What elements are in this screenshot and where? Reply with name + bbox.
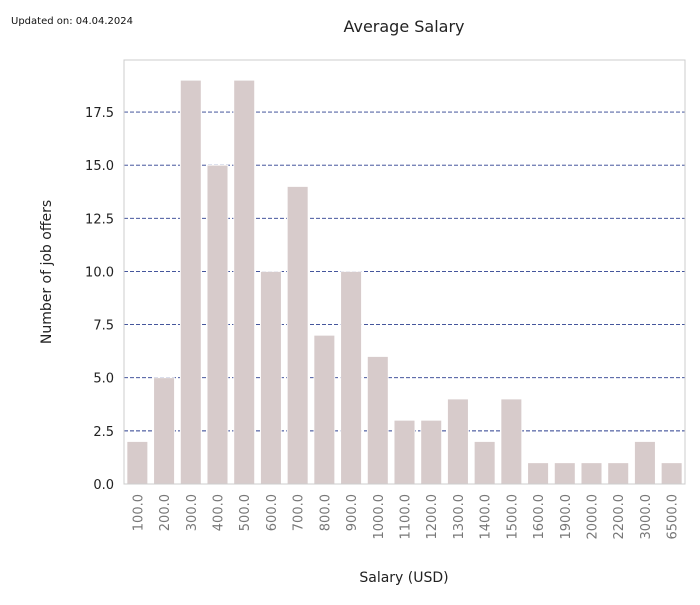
x-tick-label: 1500.0 (505, 494, 520, 540)
bar (260, 271, 282, 485)
x-tick-label: 1400.0 (479, 494, 494, 540)
x-tick-label: 3000.0 (639, 494, 654, 540)
y-tick-label: 7.5 (93, 319, 114, 334)
x-axis-label: Salary (USD) (359, 570, 448, 586)
x-tick-label: 500.0 (238, 494, 253, 531)
y-axis-ticks: 0.0 2.5 5.0 7.5 10.0 12.5 15.0 17.5 (85, 106, 114, 493)
x-tick-label: 2000.0 (586, 494, 601, 540)
y-tick-label: 15.0 (85, 159, 114, 174)
x-tick-label: 400.0 (212, 494, 227, 531)
bar (153, 377, 175, 485)
bar (340, 271, 362, 485)
bar (206, 164, 229, 485)
x-tick-label: 300.0 (185, 494, 200, 531)
x-tick-label: 800.0 (318, 494, 333, 531)
x-tick-label: 2200.0 (612, 494, 627, 540)
bar (233, 79, 256, 485)
bar (473, 441, 496, 485)
bar (447, 398, 469, 485)
x-tick-label: 1000.0 (372, 494, 387, 540)
x-tick-label: 1100.0 (399, 494, 414, 540)
bar (660, 462, 683, 485)
x-axis-ticks: 100.0 200.0 300.0 400.0 500.0 600.0 700.0 800.0… (131, 494, 680, 540)
x-tick-label: 1200.0 (425, 494, 440, 540)
x-tick-label: 1900.0 (559, 494, 574, 540)
bar (179, 79, 202, 485)
bar (527, 462, 549, 485)
bar (634, 441, 656, 485)
bar (366, 356, 389, 485)
bar (286, 186, 309, 485)
bar (393, 419, 416, 485)
x-tick-label: 1300.0 (452, 494, 467, 540)
x-tick-label: 100.0 (131, 494, 146, 531)
x-tick-label: 6500.0 (666, 494, 681, 540)
x-tick-label: 1600.0 (532, 494, 547, 540)
y-tick-label: 10.0 (85, 265, 114, 280)
bar (313, 334, 336, 485)
bars (126, 79, 683, 485)
plot-frame (123, 59, 686, 485)
bar (607, 462, 630, 485)
bar (420, 419, 443, 485)
y-tick-label: 17.5 (85, 106, 114, 121)
bar (553, 462, 576, 485)
y-axis-label: Number of job offers (39, 200, 55, 344)
x-tick-label: 600.0 (265, 494, 280, 531)
y-tick-label: 12.5 (85, 212, 114, 227)
updated-date-label: Updated on: 04.04.2024 (11, 16, 134, 27)
bar (500, 398, 523, 485)
x-tick-label: 900.0 (345, 494, 360, 531)
x-tick-label: 200.0 (158, 494, 173, 531)
x-tick-label: 700.0 (292, 494, 307, 531)
y-tick-label: 2.5 (93, 425, 114, 440)
bar (126, 441, 149, 485)
chart-title: Average Salary (343, 17, 464, 36)
y-tick-label: 0.0 (93, 478, 114, 493)
y-tick-label: 5.0 (93, 372, 114, 387)
bar (580, 462, 603, 485)
